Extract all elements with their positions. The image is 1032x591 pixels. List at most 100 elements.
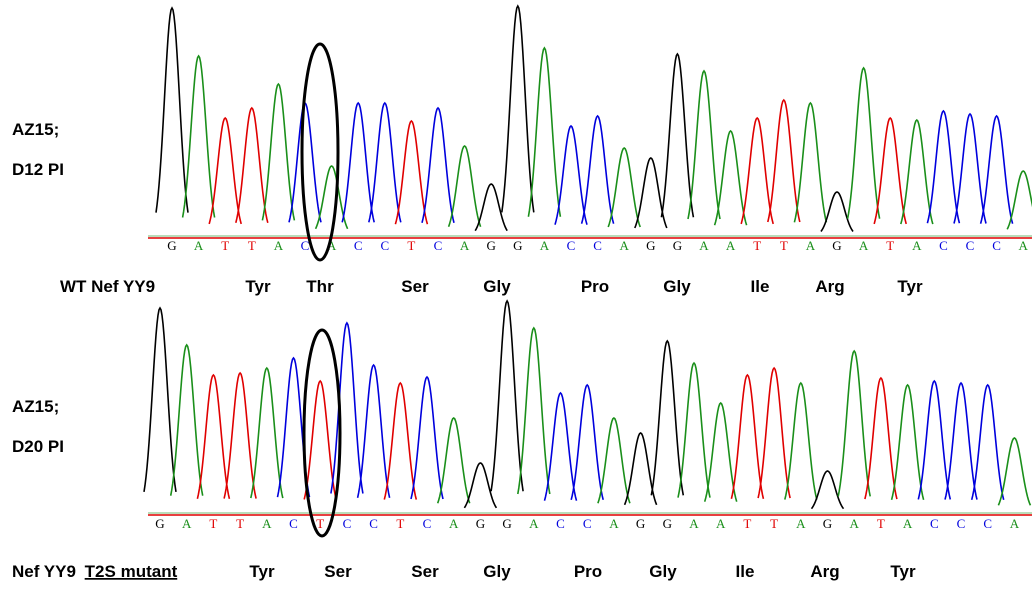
base-call: A bbox=[194, 238, 204, 253]
trace-peak bbox=[236, 108, 268, 223]
sample-label: AZ15; bbox=[12, 397, 59, 416]
amino-acid: Ile bbox=[751, 277, 770, 296]
trace-peak bbox=[183, 56, 215, 218]
amino-acid: Ser bbox=[411, 562, 439, 581]
trace-peak bbox=[171, 345, 203, 496]
amino-acid: Tyr bbox=[245, 277, 271, 296]
base-call: G bbox=[832, 238, 841, 253]
trace-peak bbox=[1007, 171, 1032, 229]
base-call: A bbox=[609, 516, 619, 531]
amino-acid: Thr bbox=[306, 277, 334, 296]
trace-peak bbox=[927, 111, 959, 223]
trace-peak bbox=[251, 368, 283, 498]
amino-acid: Arg bbox=[815, 277, 844, 296]
chromatogram-figure: AZ15; D12 PI G A T T A C A C C T C A G G A C C A G G A A T T A G A T A… bbox=[0, 0, 1032, 591]
trace-peak bbox=[262, 84, 294, 220]
trace-peak bbox=[395, 121, 427, 224]
base-call: G bbox=[513, 238, 522, 253]
trace-peak bbox=[838, 351, 870, 496]
trace-peak bbox=[848, 68, 880, 219]
base-call: T bbox=[396, 516, 404, 531]
trace-peak bbox=[758, 368, 790, 498]
translation-mutant-name: T2S mutant bbox=[85, 562, 178, 581]
trace-peak bbox=[449, 146, 481, 227]
trace-peak bbox=[865, 378, 897, 499]
translation-name: Nef YY9 bbox=[12, 562, 81, 581]
base-call: G bbox=[636, 516, 645, 531]
base-call: C bbox=[983, 516, 992, 531]
trace-peak bbox=[545, 393, 577, 501]
base-call: G bbox=[155, 516, 164, 531]
base-call: G bbox=[673, 238, 682, 253]
highlight-ellipse bbox=[302, 44, 338, 260]
trace-peak bbox=[342, 103, 374, 222]
trace-peak bbox=[528, 48, 560, 217]
trace-peak bbox=[678, 363, 710, 498]
base-call: A bbox=[806, 238, 816, 253]
base-call: A bbox=[1010, 516, 1020, 531]
base-call: C bbox=[583, 516, 592, 531]
base-call: A bbox=[1019, 238, 1029, 253]
base-call: A bbox=[449, 516, 459, 531]
base-call: A bbox=[274, 238, 284, 253]
trace-peak bbox=[384, 383, 416, 500]
base-call: C bbox=[423, 516, 432, 531]
trace-peak bbox=[422, 108, 454, 223]
base-call: G bbox=[646, 238, 655, 253]
amino-acid: Arg bbox=[810, 562, 839, 581]
base-call: G bbox=[167, 238, 176, 253]
trace-peak bbox=[794, 103, 826, 222]
trace-peak bbox=[741, 118, 773, 224]
base-call: T bbox=[316, 516, 324, 531]
base-call: A bbox=[262, 516, 272, 531]
base-call: A bbox=[699, 238, 709, 253]
base-call: T bbox=[407, 238, 415, 253]
trace-peak bbox=[156, 8, 188, 213]
base-call: T bbox=[221, 238, 229, 253]
trace-peak bbox=[491, 301, 523, 491]
trace-peak bbox=[197, 375, 229, 499]
trace-peak bbox=[688, 71, 720, 219]
trace-peak bbox=[901, 120, 933, 224]
trace-peak bbox=[209, 118, 241, 224]
base-call: C bbox=[301, 238, 310, 253]
base-call: G bbox=[476, 516, 485, 531]
base-call: A bbox=[540, 238, 550, 253]
base-call: A bbox=[529, 516, 539, 531]
base-call: C bbox=[957, 516, 966, 531]
trace-peak bbox=[635, 158, 667, 228]
base-call: C bbox=[343, 516, 352, 531]
amino-acid: Gly bbox=[649, 562, 677, 581]
trace-peak bbox=[945, 383, 977, 500]
base-call: T bbox=[877, 516, 885, 531]
trace-peak bbox=[608, 148, 640, 227]
trace-peak bbox=[981, 116, 1013, 224]
base-call: C bbox=[930, 516, 939, 531]
trace-peak bbox=[358, 365, 390, 498]
base-call: C bbox=[939, 238, 948, 253]
sample-label: D12 PI bbox=[12, 160, 64, 179]
base-call: T bbox=[770, 516, 778, 531]
base-call: C bbox=[354, 238, 363, 253]
amino-acid: Gly bbox=[483, 562, 511, 581]
base-call: T bbox=[248, 238, 256, 253]
trace-peak bbox=[331, 323, 363, 494]
base-call: A bbox=[903, 516, 913, 531]
base-call: C bbox=[593, 238, 602, 253]
trace-peak bbox=[661, 54, 693, 217]
base-call: T bbox=[236, 516, 244, 531]
trace-peak bbox=[438, 418, 470, 503]
base-call: T bbox=[780, 238, 788, 253]
base-call: G bbox=[487, 238, 496, 253]
trace-peak bbox=[918, 381, 950, 499]
base-call: C bbox=[556, 516, 565, 531]
trace-peak bbox=[972, 385, 1004, 500]
translation-name: WT Nef YY9 bbox=[60, 277, 155, 296]
base-call: C bbox=[369, 516, 378, 531]
base-call: T bbox=[886, 238, 894, 253]
base-call: A bbox=[859, 238, 869, 253]
amino-acid: Pro bbox=[574, 562, 602, 581]
base-call: G bbox=[502, 516, 511, 531]
base-call: A bbox=[726, 238, 736, 253]
trace-peak bbox=[651, 341, 683, 495]
